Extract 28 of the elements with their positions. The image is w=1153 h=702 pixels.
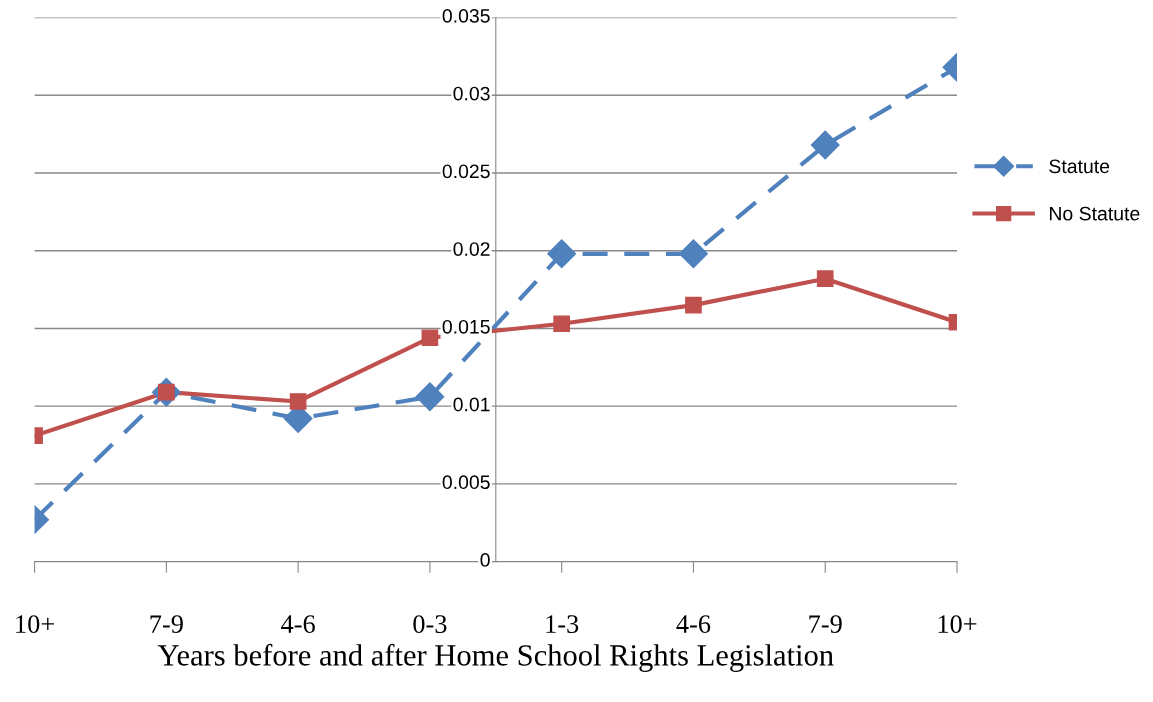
legend-label: Statute [1049,159,1110,174]
point [553,315,571,333]
x-axis-title: Years before and after Home School Rights Legislation [157,643,834,672]
y-tick-label: 0.03 [453,86,490,101]
x-tick-label: 4-6 [676,615,711,633]
point [415,382,445,412]
y-tick-label: 0.01 [453,397,490,412]
x-tick-label: 7-9 [809,615,842,633]
y-tick-label: 0.035 [442,9,490,23]
point [547,239,577,269]
x-tick-label: 1-3 [546,615,579,633]
point [289,393,307,410]
y-tick-label: 0.025 [442,164,490,179]
point [810,130,840,160]
point [816,270,834,288]
x-tick-label: 7-9 [150,615,183,633]
y-tick-label: 0.015 [442,319,490,334]
y-tick-label: 0.02 [453,242,490,256]
point [679,239,708,269]
y-tick-label: 0.005 [442,475,490,490]
point [421,329,439,347]
x-tick-label: 10+ [938,615,977,633]
y-tick-label: 0 [480,553,490,567]
x-tick-label: 0-3 [413,615,447,633]
x-tick-label: 10+ [16,615,54,633]
point [685,296,702,314]
x-tick-label: 4-6 [281,615,315,633]
legend-label: No Statute [1049,206,1140,221]
